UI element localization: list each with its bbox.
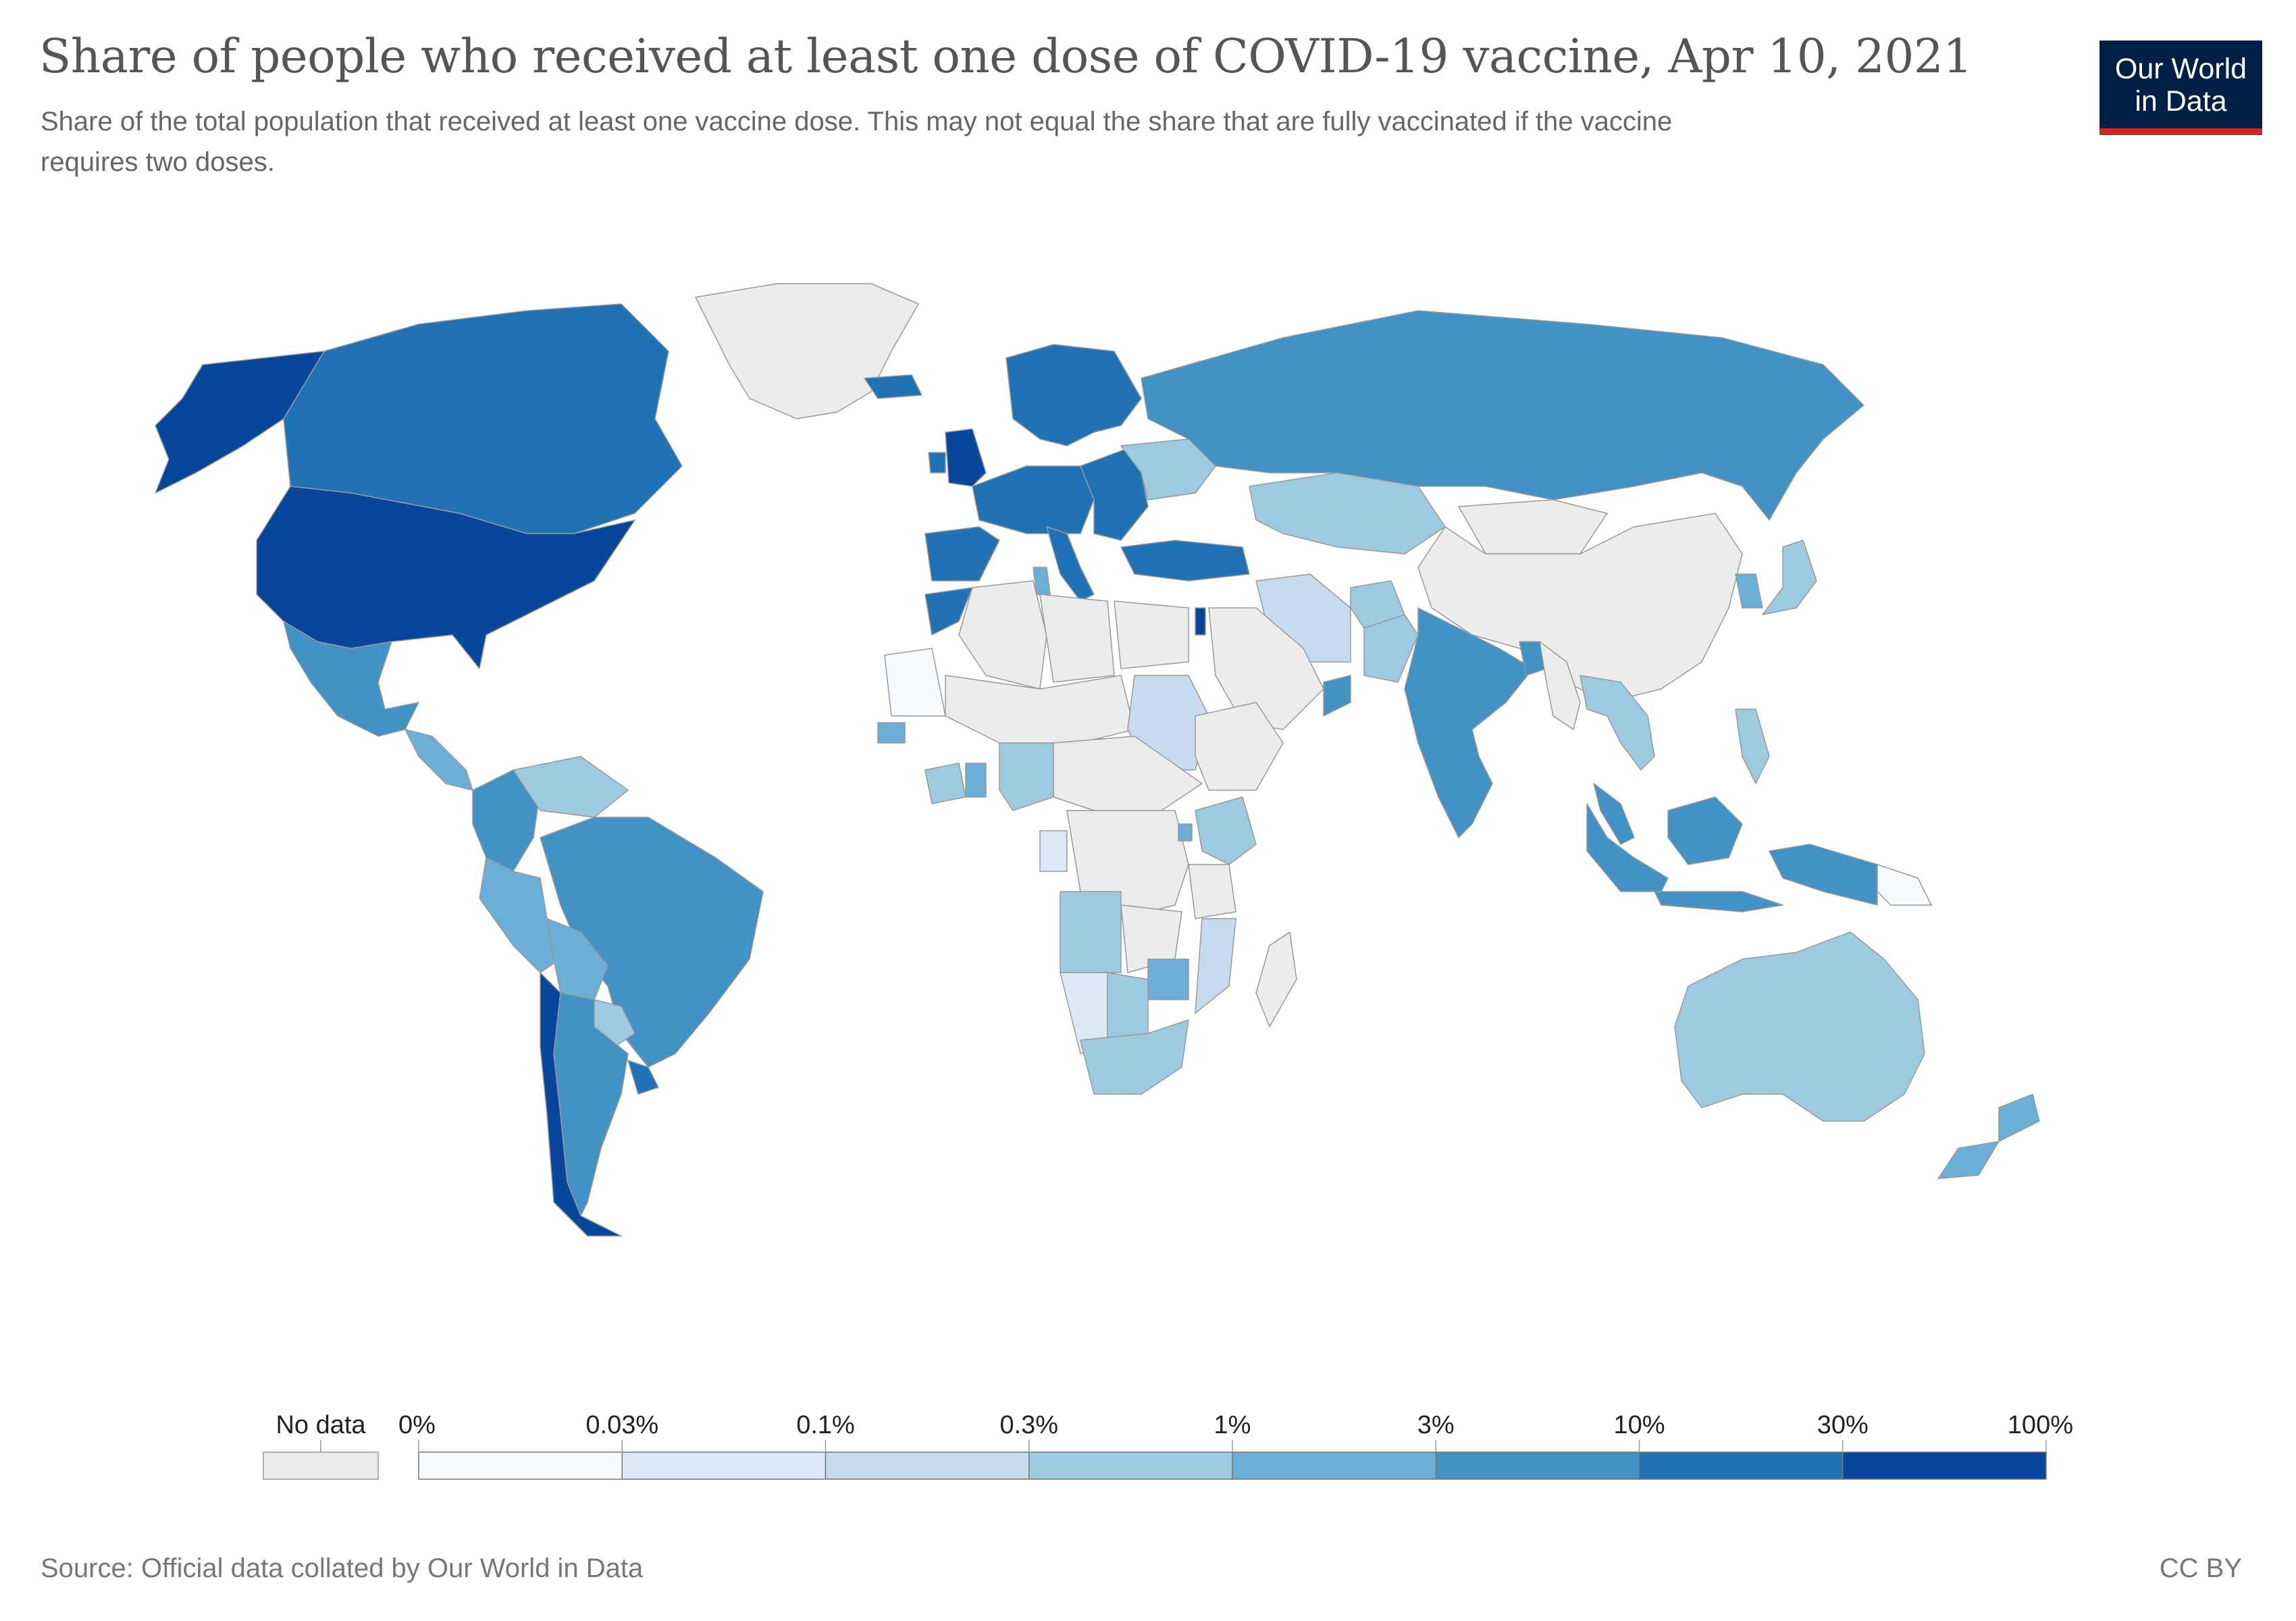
color-legend: No data 0% 0.03% 0.1% 0.3% 1% 3% 10% 30% 100%	[263, 1411, 2073, 1480]
country-new-zealand[interactable]	[1937, 1093, 2040, 1179]
legend-tick-label-2: 0.1%	[796, 1411, 855, 1439]
country-scandinavia[interactable]	[1006, 344, 1142, 446]
logo-line-2: in Data	[2135, 85, 2227, 118]
map-regions	[155, 283, 2040, 1237]
country-angola[interactable]	[1060, 891, 1122, 973]
legend-bin-3	[1028, 1451, 1233, 1480]
country-united-kingdom[interactable]	[945, 428, 987, 487]
chart-title: Share of people who received at least on…	[39, 30, 1973, 84]
legend-tick-label-6: 10%	[1613, 1411, 1665, 1439]
country-israel[interactable]	[1195, 607, 1206, 636]
country-russia[interactable]	[1141, 310, 1864, 521]
country-chile[interactable]	[540, 972, 622, 1237]
country-tanzania[interactable]	[1188, 864, 1236, 919]
country-tunisia[interactable]	[1033, 567, 1051, 595]
country-turkey[interactable]	[1120, 540, 1250, 582]
country-ghana[interactable]	[965, 763, 987, 798]
legend-bin-5	[1435, 1451, 1640, 1480]
legend-tick-label-3: 0.3%	[999, 1411, 1058, 1439]
chart-subtitle: Share of the total population that recei…	[41, 107, 1673, 177]
country-malaysia[interactable]	[1593, 783, 1635, 845]
legend-bin-6	[1638, 1451, 1844, 1480]
country-botswana[interactable]	[1107, 972, 1149, 1041]
country-senegal[interactable]	[877, 722, 906, 744]
country-kazakhstan[interactable]	[1249, 472, 1446, 555]
country-italy[interactable]	[1046, 526, 1095, 602]
legend-tick-label-5: 3%	[1417, 1411, 1455, 1439]
legend-bin-7	[1842, 1451, 2047, 1480]
country-india[interactable]	[1404, 607, 1534, 838]
country-mozambique[interactable]	[1195, 918, 1236, 1014]
country-indonesia[interactable]	[1586, 796, 1878, 912]
country-ethiopia[interactable]	[1195, 702, 1284, 791]
legend-no-data-label: No data	[276, 1411, 366, 1439]
country-saudi-arabia[interactable]	[1208, 607, 1324, 730]
country-southeast-asia[interactable]	[1580, 675, 1655, 771]
country-korea[interactable]	[1735, 573, 1763, 609]
country-central-america[interactable]	[405, 729, 473, 791]
country-egypt[interactable]	[1114, 600, 1189, 669]
country-papua-new-guinea[interactable]	[1877, 864, 1932, 906]
legend-tick-label-8: 100%	[2008, 1411, 2073, 1439]
country-japan[interactable]	[1762, 540, 1817, 615]
country-oman[interactable]	[1323, 675, 1351, 717]
legend-tick-label-7: 30%	[1817, 1411, 1869, 1439]
country-china[interactable]	[1417, 513, 1743, 703]
country-mexico[interactable]	[283, 621, 419, 737]
country-peru[interactable]	[479, 857, 561, 973]
country-nigeria[interactable]	[999, 742, 1054, 811]
country-algeria[interactable]	[958, 580, 1047, 690]
country-greenland[interactable]	[695, 283, 919, 419]
legend-tick-label-4: 1%	[1214, 1411, 1251, 1439]
country-zimbabwe[interactable]	[1147, 958, 1189, 1000]
country-philippines[interactable]	[1735, 709, 1770, 784]
country-libya[interactable]	[1039, 594, 1115, 683]
legend-no-data-swatch	[263, 1451, 379, 1480]
country-congo-rep[interactable]	[1039, 830, 1068, 872]
logo-line-1: Our World	[2114, 53, 2247, 85]
country-mongolia[interactable]	[1458, 499, 1608, 555]
legend-bin-2	[825, 1451, 1030, 1480]
country-uruguay[interactable]	[627, 1060, 659, 1095]
country-south-africa[interactable]	[1080, 1019, 1189, 1095]
country-iberia[interactable]	[924, 526, 1000, 582]
country-madagascar[interactable]	[1255, 931, 1297, 1027]
license-label: CC BY	[2159, 1553, 2242, 1583]
legend-bin-0	[418, 1451, 623, 1480]
legend-bin-1	[621, 1451, 827, 1480]
legend-tick-label-0: 0%	[398, 1411, 436, 1439]
owid-logo[interactable]: Our World in Data	[2099, 41, 2262, 135]
legend-bin-4	[1232, 1451, 1436, 1480]
source-note: Source: Official data collated by Our Wo…	[41, 1553, 644, 1583]
country-ireland[interactable]	[928, 452, 946, 473]
country-rwanda[interactable]	[1178, 823, 1193, 842]
country-sahel[interactable]	[945, 675, 1135, 744]
country-ivory-coast[interactable]	[924, 763, 966, 804]
country-united-states[interactable]	[256, 486, 635, 669]
country-mauritania[interactable]	[884, 648, 946, 717]
country-myanmar[interactable]	[1539, 641, 1581, 730]
legend-tick-label-1: 0.03%	[585, 1411, 658, 1439]
country-western-europe[interactable]	[972, 465, 1095, 534]
country-australia[interactable]	[1674, 931, 1925, 1122]
country-venezuela[interactable]	[513, 756, 629, 818]
country-morocco[interactable]	[924, 587, 973, 636]
country-pakistan[interactable]	[1363, 614, 1419, 683]
country-iceland[interactable]	[864, 374, 922, 399]
country-kenya[interactable]	[1195, 796, 1257, 865]
